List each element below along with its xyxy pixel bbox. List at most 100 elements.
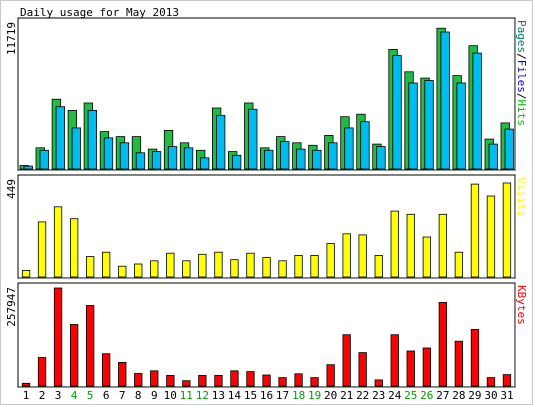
bar-files-day-26 [424, 80, 434, 170]
x-tick-label: 10 [164, 389, 177, 402]
bar-visits-day-25 [406, 213, 415, 278]
bar-kbytes-day-1 [21, 382, 31, 387]
panel-1-max-label: 11719 [5, 22, 18, 55]
bar-visits-day-29 [470, 183, 480, 278]
bar-files-day-2 [39, 149, 49, 170]
bar-kbytes-day-31 [502, 374, 512, 387]
bar-files-day-1 [23, 165, 33, 170]
bar-visits-day-30 [486, 195, 496, 278]
bar-files-day-18 [296, 148, 306, 170]
x-tick-label: 16 [260, 389, 273, 402]
x-tick-label: 19 [308, 389, 321, 402]
bar-visits-day-19 [310, 254, 319, 278]
bar-visits-day-18 [294, 254, 303, 278]
panel-3-legend: KBytes [515, 285, 528, 325]
x-tick-label: 30 [484, 389, 497, 402]
x-tick-label: 20 [324, 389, 337, 402]
panel-3-max-label: 257947 [5, 287, 18, 327]
x-tick-label: 31 [500, 389, 513, 402]
x-tick-label: 21 [340, 389, 353, 402]
bar-kbytes-day-25 [406, 350, 415, 387]
bar-files-day-22 [360, 121, 370, 170]
x-tick-label: 2 [39, 389, 46, 402]
x-tick-label: 6 [103, 389, 110, 402]
bar-kbytes-day-28 [454, 340, 464, 387]
bar-visits-day-4 [70, 218, 79, 278]
bar-visits-day-21 [342, 233, 351, 278]
bar-files-day-28 [456, 82, 466, 170]
bar-kbytes-day-16 [262, 374, 271, 387]
bar-visits-day-15 [246, 252, 255, 278]
bar-files-day-6 [103, 137, 114, 170]
bar-visits-day-13 [214, 251, 223, 278]
bar-kbytes-day-29 [470, 328, 480, 387]
x-tick-label: 29 [468, 389, 481, 402]
x-tick-label: 12 [196, 389, 209, 402]
bar-visits-day-26 [422, 236, 432, 278]
bar-files-day-15 [248, 108, 258, 170]
bar-visits-day-17 [278, 260, 287, 278]
bar-files-day-16 [264, 149, 274, 170]
bar-visits-day-24 [390, 210, 399, 278]
bar-visits-day-5 [86, 256, 95, 278]
bar-kbytes-day-19 [310, 377, 319, 387]
x-tick-label: 4 [71, 389, 78, 402]
bar-kbytes-day-10 [166, 374, 175, 387]
bar-kbytes-day-8 [134, 373, 143, 387]
bar-files-day-21 [344, 127, 354, 170]
bar-kbytes-day-12 [198, 374, 207, 387]
panel-2-legend: Visits [515, 177, 528, 217]
bar-visits-day-16 [262, 257, 271, 278]
bar-kbytes-day-5 [86, 305, 95, 387]
bar-kbytes-day-22 [358, 352, 367, 387]
x-tick-label: 24 [388, 389, 402, 402]
legend-kbytes: KBytes [515, 285, 528, 325]
bar-kbytes-day-27 [438, 301, 448, 387]
x-tick-label: 22 [356, 389, 369, 402]
bar-kbytes-day-17 [278, 377, 287, 387]
legend-files: Files [515, 60, 528, 93]
bar-files-day-8 [135, 152, 146, 170]
legend-visits: Visits [515, 177, 528, 217]
x-tick-label: 7 [119, 389, 126, 402]
bar-files-day-30 [488, 143, 498, 170]
bar-files-day-9 [151, 151, 162, 170]
bar-kbytes-day-15 [246, 371, 255, 387]
x-tick-label: 17 [276, 389, 289, 402]
bar-files-day-29 [472, 52, 482, 170]
bar-files-day-24 [392, 55, 402, 170]
bar-kbytes-day-21 [342, 334, 351, 387]
bar-visits-day-11 [182, 260, 191, 278]
x-tick-label: 27 [436, 389, 449, 402]
bar-kbytes-day-2 [37, 357, 47, 387]
bar-visits-day-28 [454, 251, 464, 278]
bar-visits-day-23 [374, 254, 383, 278]
legend-separator: / [515, 53, 528, 60]
bar-kbytes-day-7 [118, 361, 127, 387]
bar-files-day-5 [87, 110, 97, 170]
bar-files-day-23 [376, 146, 386, 170]
bar-visits-day-2 [37, 221, 47, 278]
panel-1-legend: Pages/Files/Hits [515, 20, 528, 126]
bar-visits-day-6 [102, 251, 111, 278]
bar-files-day-17 [280, 141, 290, 170]
panel-3-frame [17, 282, 516, 388]
x-tick-label: 11 [180, 389, 193, 402]
bar-visits-day-7 [118, 265, 127, 278]
bar-files-day-13 [215, 115, 226, 170]
x-tick-label: 15 [244, 389, 257, 402]
bar-visits-day-27 [438, 213, 448, 278]
bar-kbytes-day-3 [53, 287, 63, 387]
bar-files-day-27 [440, 31, 450, 170]
x-tick-label: 28 [452, 389, 465, 402]
bar-kbytes-day-30 [486, 377, 496, 387]
bar-files-day-20 [328, 142, 338, 170]
bar-visits-day-3 [53, 206, 63, 278]
x-tick-label: 23 [372, 389, 385, 402]
bar-visits-day-31 [502, 182, 512, 278]
bar-kbytes-day-11 [182, 380, 191, 387]
bar-files-day-25 [408, 82, 418, 170]
bar-files-day-12 [199, 157, 210, 170]
bar-kbytes-day-26 [422, 347, 432, 387]
